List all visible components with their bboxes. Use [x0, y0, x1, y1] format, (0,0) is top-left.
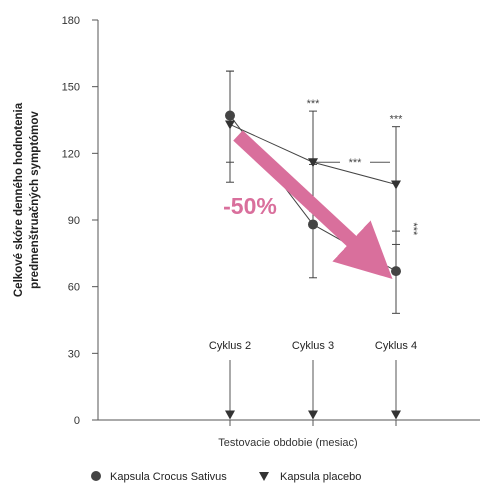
significance-cycle3: ***: [307, 98, 321, 110]
legend-placebo-marker: [259, 472, 269, 481]
legend-placebo-label: Kapsula placebo: [280, 471, 361, 483]
baseline-triangle-marker: [225, 410, 235, 420]
crocus-point: [225, 110, 235, 121]
reduction-arrow: [233, 130, 393, 280]
y-tick-label: 90: [68, 215, 80, 227]
significance-cycle4: ***: [390, 114, 404, 126]
legend-crocus-label: Kapsula Crocus Sativus: [110, 471, 227, 483]
significance-between-groups: ***: [349, 157, 363, 169]
significance-within-cycle4: ***: [407, 222, 419, 236]
y-axis-title-line-1: Celkové skóre denného hodnotenia: [13, 102, 25, 297]
baseline-triangle-marker: [308, 410, 318, 420]
y-tick-label: 150: [62, 82, 80, 94]
y-tick-label: 120: [62, 148, 80, 160]
y-tick-label: 30: [68, 348, 80, 360]
cycle-label: Cyklus 2: [209, 340, 251, 352]
y-tick-label: 180: [62, 15, 80, 27]
cycle-label: Cyklus 3: [292, 340, 334, 352]
y-tick-label: 60: [68, 282, 80, 294]
x-axis-title: Testovacie obdobie (mesiac): [218, 437, 357, 449]
baseline-triangle-marker: [391, 410, 401, 420]
reduction-annotation: -50%: [223, 193, 277, 219]
y-axis-title-line-2: predmenštruačných symptómov: [29, 111, 41, 289]
cycle-label: Cyklus 4: [375, 340, 417, 352]
placebo-point: [225, 120, 235, 130]
crocus-point: [391, 266, 401, 277]
crocus-point: [308, 219, 318, 230]
y-tick-label: 0: [74, 415, 80, 427]
placebo-point: [391, 180, 401, 190]
legend-crocus-marker: [91, 471, 101, 481]
placebo-point: [308, 158, 318, 168]
